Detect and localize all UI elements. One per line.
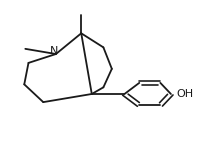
Text: OH: OH — [177, 89, 194, 99]
Text: N: N — [50, 46, 58, 56]
